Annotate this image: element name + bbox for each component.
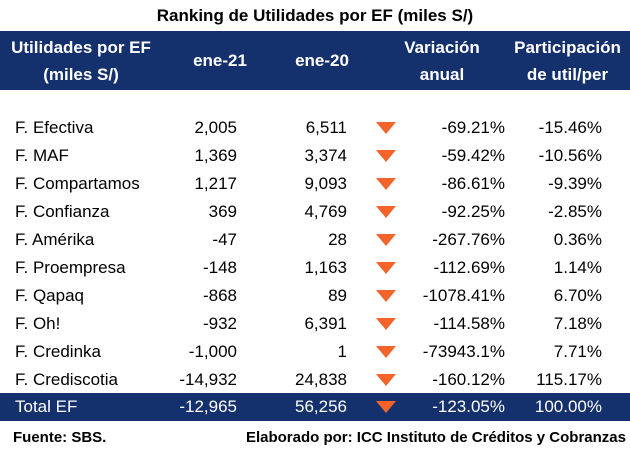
value-participacion: 7.71% bbox=[553, 342, 602, 361]
header-utilidades-line1: Utilidades por EF bbox=[11, 37, 151, 57]
value-ene21: 1,369 bbox=[194, 146, 237, 165]
table-header: Utilidades por EF (miles S/) ene-21 ene-… bbox=[0, 31, 630, 90]
value-ene20: 3,374 bbox=[304, 146, 347, 165]
table-row: F. MAF 1,369 3,374 -59.42% -10.56% bbox=[0, 142, 630, 170]
value-ene20: 6,391 bbox=[304, 314, 347, 333]
value-ene20: 89 bbox=[328, 286, 347, 305]
table-row: F. Credinka -1,000 1 -73943.1% 7.71% bbox=[0, 338, 630, 366]
value-ene20: 28 bbox=[328, 230, 347, 249]
value-participacion: -10.56% bbox=[538, 146, 602, 165]
table-row-total: Total EF -12,965 56,256 -123.05% 100.00% bbox=[0, 393, 630, 421]
value-participacion: 1.14% bbox=[553, 258, 602, 277]
value-variacion: -267.76% bbox=[432, 230, 505, 249]
header-ene20: ene-20 bbox=[282, 31, 362, 90]
value-variacion: -73943.1% bbox=[422, 342, 505, 361]
value-participacion: 6.70% bbox=[553, 286, 602, 305]
table-row: F. Proempresa -148 1,163 -112.69% 1.14% bbox=[0, 254, 630, 282]
down-triangle-icon bbox=[376, 170, 398, 198]
value-ene21: -14,932 bbox=[179, 370, 237, 389]
value-variacion: -69.21% bbox=[441, 118, 505, 137]
value-participacion: -15.46% bbox=[538, 118, 602, 137]
entity-name: F. Amérika bbox=[15, 230, 95, 249]
down-triangle-icon bbox=[376, 366, 398, 394]
header-utilidades: Utilidades por EF (miles S/) bbox=[2, 31, 160, 90]
down-triangle-icon bbox=[376, 310, 398, 338]
table-row: F. Confianza 369 4,769 -92.25% -2.85% bbox=[0, 198, 630, 226]
entity-name: F. Credinka bbox=[15, 342, 101, 361]
table-row: F. Efectiva 2,005 6,511 -69.21% -15.46% bbox=[0, 114, 630, 142]
header-ene21: ene-21 bbox=[180, 31, 260, 90]
table-row: F. Crediscotia -14,932 24,838 -160.12% 1… bbox=[0, 366, 630, 394]
entity-name: F. Confianza bbox=[15, 202, 110, 221]
value-ene21: -47 bbox=[212, 230, 237, 249]
down-triangle-icon bbox=[376, 114, 398, 142]
value-ene20: 9,093 bbox=[304, 174, 347, 193]
down-triangle-icon bbox=[376, 142, 398, 170]
value-ene21: -932 bbox=[202, 314, 237, 333]
total-row: Total EF -12,965 56,256 -123.05% 100.00% bbox=[0, 393, 630, 421]
value-ene21: -868 bbox=[202, 286, 237, 305]
table-row: F. Oh! -932 6,391 -114.58% 7.18% bbox=[0, 310, 630, 338]
table-row: F. Amérika -47 28 -267.76% 0.36% bbox=[0, 226, 630, 254]
header-participacion: Participación de util/per bbox=[505, 31, 630, 90]
entity-name: F. MAF bbox=[15, 146, 69, 165]
source-note: Fuente: SBS. bbox=[13, 429, 107, 446]
value-ene20: 24,838 bbox=[295, 370, 347, 389]
entity-name: F. Proempresa bbox=[15, 258, 126, 277]
header-participacion-line1: Participación bbox=[514, 37, 621, 57]
table-row: F. Compartamos 1,217 9,093 -86.61% -9.39… bbox=[0, 170, 630, 198]
value-ene21: 1,217 bbox=[194, 174, 237, 193]
entity-name: F. Crediscotia bbox=[15, 370, 118, 389]
down-triangle-icon bbox=[376, 282, 398, 310]
table-body: F. Efectiva 2,005 6,511 -69.21% -15.46% … bbox=[0, 114, 630, 394]
header-variacion-line2: anual bbox=[419, 64, 465, 84]
credit-note: Elaborado por: ICC Instituto de Créditos… bbox=[245, 429, 626, 446]
value-ene21: 369 bbox=[208, 202, 237, 221]
value-participacion: 7.18% bbox=[553, 314, 602, 333]
value-participacion: 115.17% bbox=[536, 370, 602, 389]
value-ene20: 1 bbox=[337, 342, 347, 361]
value-variacion: -160.12% bbox=[432, 370, 505, 389]
value-ene20: 1,163 bbox=[304, 258, 347, 277]
down-triangle-icon bbox=[376, 338, 398, 366]
down-triangle-icon bbox=[376, 393, 398, 421]
value-ene21: 2,005 bbox=[194, 118, 237, 137]
header-utilidades-line2: (miles S/) bbox=[43, 64, 119, 84]
entity-name: F. Compartamos bbox=[15, 174, 140, 193]
table-title: Ranking de Utilidades por EF (miles S/) bbox=[156, 6, 474, 25]
value-variacion: -112.69% bbox=[433, 258, 505, 277]
total-ene20: 56,256 bbox=[295, 397, 347, 416]
header-participacion-line2: de util/per bbox=[526, 64, 609, 84]
value-ene20: 6,511 bbox=[305, 118, 347, 137]
entity-name: F. Qapaq bbox=[15, 286, 84, 305]
value-variacion: -92.25% bbox=[441, 202, 505, 221]
value-participacion: 0.36% bbox=[553, 230, 602, 249]
total-ene21: -12,965 bbox=[179, 397, 237, 416]
entity-name: F. Efectiva bbox=[15, 118, 94, 137]
value-ene21: -148 bbox=[202, 258, 237, 277]
header-ene21-label: ene-21 bbox=[193, 51, 247, 70]
value-variacion: -1078.41% bbox=[422, 286, 505, 305]
header-variacion: Variación anual bbox=[392, 31, 492, 90]
header-variacion-line1: Variación bbox=[404, 37, 480, 57]
down-triangle-icon bbox=[376, 254, 398, 282]
footer: Fuente: SBS. Elaborado por: ICC Institut… bbox=[0, 427, 630, 449]
table-row: F. Qapaq -868 89 -1078.41% 6.70% bbox=[0, 282, 630, 310]
down-triangle-icon bbox=[376, 198, 398, 226]
down-triangle-icon bbox=[376, 226, 398, 254]
value-ene20: 4,769 bbox=[304, 202, 347, 221]
value-ene21: -1,000 bbox=[188, 342, 237, 361]
entity-name: F. Oh! bbox=[15, 314, 61, 333]
header-ene20-label: ene-20 bbox=[295, 51, 349, 70]
value-participacion: -2.85% bbox=[548, 202, 602, 221]
total-variacion: -123.05% bbox=[432, 397, 505, 416]
value-variacion: -59.42% bbox=[441, 146, 505, 165]
total-label: Total EF bbox=[15, 397, 78, 416]
value-participacion: -9.39% bbox=[548, 174, 602, 193]
total-participacion: 100.00% bbox=[534, 397, 602, 416]
value-variacion: -114.58% bbox=[433, 314, 505, 333]
value-variacion: -86.61% bbox=[441, 174, 505, 193]
